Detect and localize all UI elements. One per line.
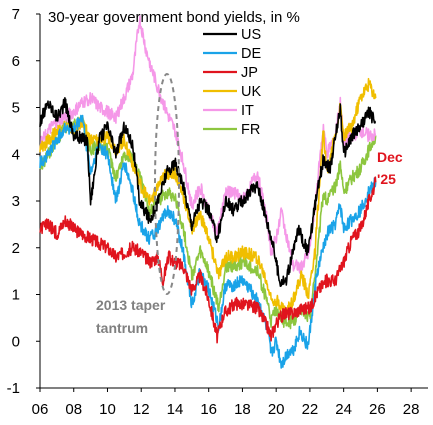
taper-tantrum-highlight-ellipse [154, 73, 180, 295]
series-line-us [39, 97, 377, 287]
x-tick-label: 10 [99, 401, 116, 418]
x-tick-label: 12 [133, 401, 150, 418]
annotation-dec-line2: '25 [377, 171, 396, 187]
annotation-taper-line2: tantrum [96, 320, 148, 336]
y-tick-label: 7 [12, 6, 20, 23]
legend-label-it: IT [241, 103, 254, 119]
y-tick-label: 2 [12, 240, 20, 257]
y-tick-label: 3 [12, 193, 20, 210]
x-tick-label: 28 [403, 401, 420, 418]
y-tick-label: 5 [12, 100, 20, 117]
series-line-fr [39, 115, 377, 330]
chart-title: 30-year government bond yields, in % [48, 9, 300, 26]
x-tick-label: 26 [369, 401, 386, 418]
x-tick-label: 08 [65, 401, 82, 418]
annotation-dec-line1: Dec [377, 149, 403, 165]
x-tick-label: 16 [200, 401, 217, 418]
x-axis-ticks: 06 08 10 12 14 16 18 20 22 24 26 28 [32, 388, 420, 418]
legend-label-us: US [241, 27, 261, 43]
x-tick-label: 22 [302, 401, 319, 418]
x-tick-label: 24 [335, 401, 352, 418]
legend-label-de: DE [241, 46, 261, 62]
y-axis-ticks: -1 0 1 2 3 4 5 6 7 [7, 6, 40, 397]
series-lines [39, 15, 377, 369]
x-tick-label: 14 [167, 401, 184, 418]
y-tick-label: -1 [7, 380, 20, 397]
legend-label-uk: UK [241, 84, 261, 100]
y-tick-label: 6 [12, 53, 20, 70]
y-tick-label: 0 [12, 333, 20, 350]
x-tick-label: 06 [32, 401, 49, 418]
series-line-jp [39, 176, 377, 344]
y-tick-label: 4 [12, 146, 20, 163]
legend-label-fr: FR [241, 122, 260, 138]
x-tick-label: 18 [234, 401, 251, 418]
legend-label-jp: JP [241, 65, 258, 81]
x-tick-label: 20 [268, 401, 285, 418]
annotation-taper-line1: 2013 taper [96, 297, 166, 313]
legend: US DE JP UK IT FR [203, 27, 261, 138]
y-tick-label: 1 [12, 287, 20, 304]
